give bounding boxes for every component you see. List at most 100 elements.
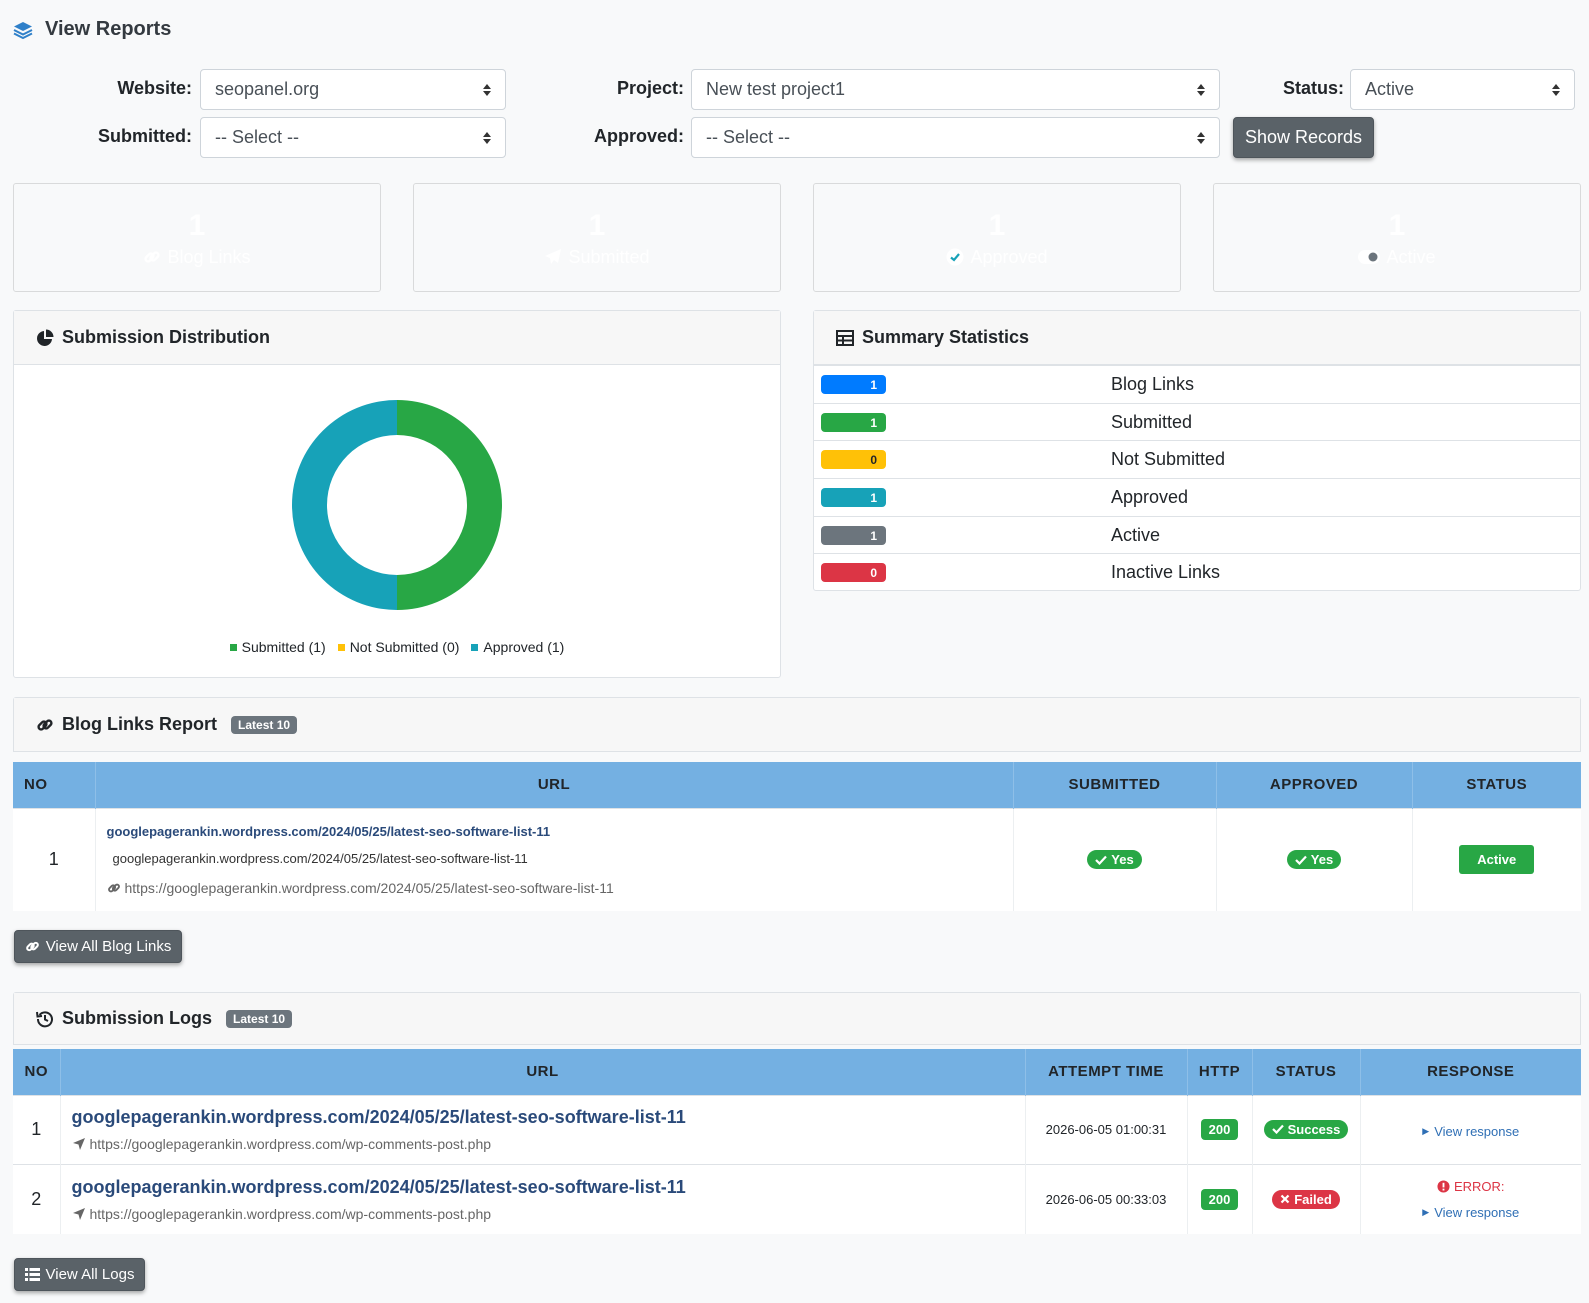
blog-report-card: Blog Links Report Latest 10 [13,697,1581,752]
latest-badge: Latest 10 [226,1009,293,1028]
approved-label: Approved: [594,126,684,146]
view-response-link[interactable]: ▶ View response [1422,1205,1519,1220]
row-status: Failed [1252,1163,1361,1234]
donut-slice-submitted [397,400,502,610]
stat-label: Submitted [568,246,650,267]
table-row: 1 googlepagerankin.wordpress.com/2024/05… [13,1094,1581,1164]
col-submitted: SUBMITTED [1013,762,1217,808]
row-no: 2 [13,1163,61,1234]
col-no: NO [13,762,96,808]
error-label: ERROR: [1453,1178,1505,1194]
approved-select[interactable]: -- Select -- [691,117,1220,158]
stat-value: 1 [188,208,206,242]
log-link-title[interactable]: googlepagerankin.wordpress.com/2024/05/2… [71,1176,686,1197]
check-icon [1295,855,1307,865]
legend-label: Submitted (1) [241,639,326,655]
count-badge: 1 [821,375,886,394]
yes-label: Yes [1310,852,1334,867]
count-badge: 0 [821,563,886,582]
row-time: 2026-06-05 01:00:31 [1025,1094,1188,1164]
view-response-link[interactable]: ▶ View response [1422,1124,1519,1139]
logs-table: NO URL ATTEMPT TIME HTTP STATUS RESPONSE… [13,1049,1581,1234]
status-label: Success [1287,1121,1341,1137]
stat-value: 1 [1388,208,1406,242]
blog-report-header: Blog Links Report Latest 10 [14,698,1580,751]
donut-chart [292,400,502,610]
summary-row: 1 Submitted [814,403,1580,441]
donut-slice-approved [292,400,397,610]
link-icon [107,883,120,893]
summary-label: Active [1111,525,1161,545]
check-circle-icon [946,248,964,266]
show-records-button[interactable]: Show Records [1233,117,1374,158]
status-badge: Active [1459,845,1535,875]
row-url-cell: googlepagerankin.wordpress.com/2024/05/2… [60,1163,1026,1234]
col-url: URL [60,1049,1026,1095]
row-response: ▶ View response [1360,1094,1581,1164]
count-badge: 1 [821,413,886,432]
status-select[interactable]: Active [1350,69,1575,110]
page-title-text: View Reports [45,18,172,40]
row-submitted: Yes [1013,807,1217,911]
log-link-title[interactable]: googlepagerankin.wordpress.com/2024/05/2… [71,1107,686,1127]
project-select[interactable]: New test project1 [691,69,1220,110]
count-badge: 1 [821,488,886,507]
stat-label: Active [1386,246,1436,267]
col-status: STATUS [1412,762,1581,808]
table-icon [836,329,854,346]
logs-card: Submission Logs Latest 10 [13,992,1581,1045]
blog-links-table: NO URL SUBMITTED APPROVED STATUS 1 googl… [13,762,1581,911]
summary-label: Not Submitted [1111,449,1226,469]
col-http: HTTP [1187,1049,1253,1095]
stat-value: 1 [988,208,1006,242]
row-no: 1 [13,807,96,911]
blog-link-url[interactable]: https://googlepagerankin.wordpress.com/2… [124,879,614,896]
summary-label: Inactive Links [1111,562,1221,582]
submitted-select[interactable]: -- Select -- [200,117,506,158]
blog-report-title: Blog Links Report [62,714,218,734]
summary-row: 0 Not Submitted [814,440,1580,478]
summary-header: Summary Statistics [814,311,1580,365]
link-icon [25,941,39,952]
error-line: ERROR: [1361,1179,1582,1194]
summary-row: 0 Inactive Links [814,553,1580,591]
row-http: 200 [1187,1163,1253,1234]
col-no: NO [13,1049,61,1095]
view-all-blog-links-button[interactable]: View All Blog Links [14,930,182,963]
exclamation-circle-icon [1437,1180,1450,1193]
x-icon [1280,1194,1290,1204]
yes-badge: Yes [1286,850,1342,869]
legend-item: Submitted (1) [229,639,326,655]
table-header-row: NO URL ATTEMPT TIME HTTP STATUS RESPONSE [13,1049,1581,1095]
log-url-line: https://googlepagerankin.wordpress.com/w… [72,1206,1025,1222]
website-select-value: seopanel.org [215,79,320,99]
summary-title: Summary Statistics [862,327,1030,347]
view-all-logs-button[interactable]: View All Logs [14,1258,145,1291]
website-select[interactable]: seopanel.org [200,69,506,110]
submitted-select-value: -- Select -- [215,127,300,147]
link-icon [144,251,161,263]
http-badge: 200 [1200,1188,1239,1210]
distribution-card: Submission Distribution Submitted (1) No… [13,310,781,678]
table-header-row: NO URL SUBMITTED APPROVED STATUS [13,762,1581,808]
paper-plane-icon [545,249,562,264]
log-url: https://googlepagerankin.wordpress.com/w… [89,1136,492,1152]
col-attempt-time: ATTEMPT TIME [1025,1049,1188,1095]
select-arrows-icon [1197,131,1205,144]
triangle-right-icon: ▶ [1422,1206,1430,1217]
blog-link-url-line: https://googlepagerankin.wordpress.com/2… [107,880,1013,896]
col-url: URL [95,762,1014,808]
blog-link-title[interactable]: googlepagerankin.wordpress.com/2024/05/2… [106,823,551,839]
success-badge: Success [1263,1119,1349,1139]
summary-row: 1 Approved [814,478,1580,516]
location-arrow-icon [72,1138,85,1150]
history-icon [36,1010,53,1027]
view-response-label: View response [1434,1204,1520,1220]
summary-label: Approved [1111,487,1189,507]
stat-label: Approved [970,246,1048,267]
link-icon [37,718,53,731]
row-http: 200 [1187,1094,1253,1164]
stat-value: 1 [588,208,606,242]
select-arrows-icon [483,131,491,144]
select-arrows-icon [1197,83,1205,96]
